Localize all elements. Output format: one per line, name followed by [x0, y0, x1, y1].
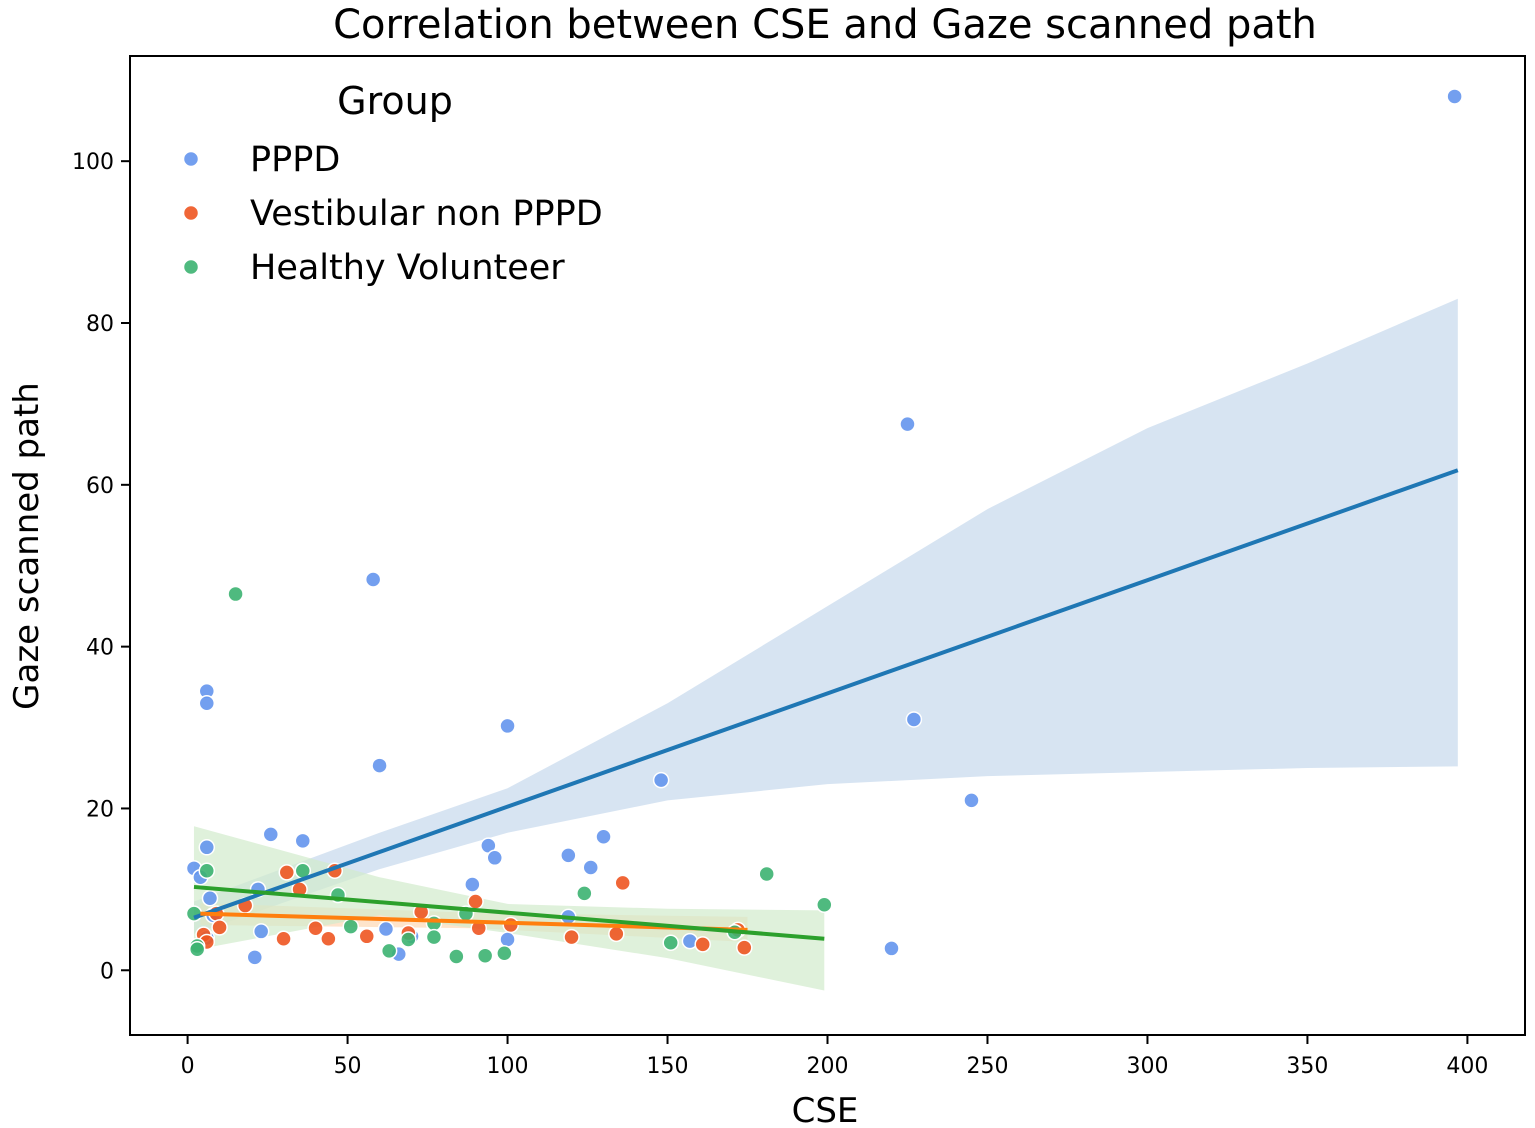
vestibular-non-pppd-legend-marker [182, 204, 200, 222]
vestibular-non-pppd-point [275, 930, 292, 947]
pppd-point [198, 839, 216, 856]
pppd-point [905, 711, 923, 728]
vestibular-non-pppd-point [614, 874, 631, 892]
x-tick-label: 200 [807, 1054, 849, 1079]
y-tick-label: 20 [86, 797, 114, 822]
x-tick-label: 50 [334, 1054, 362, 1079]
x-tick-label: 100 [487, 1054, 529, 1079]
vestibular-non-pppd-legend-label: Vestibular non PPPD [250, 194, 603, 234]
healthy-volunteer-point [342, 918, 360, 935]
pppd-point [252, 923, 270, 940]
healthy-volunteer-point [400, 931, 417, 948]
healthy-volunteer-point [188, 940, 206, 958]
healthy-volunteer-point [576, 885, 593, 902]
vestibular-non-pppd-point [358, 928, 376, 945]
pppd-point [294, 832, 312, 850]
y-tick-label: 0 [100, 959, 114, 984]
scatter-points [185, 88, 1463, 966]
pppd-point [262, 826, 280, 843]
legend: Group PPPD Vestibular non PPPD Healthy Vol… [182, 79, 603, 288]
vestibular-non-pppd-regression-line [200, 911, 748, 932]
pppd-point [582, 859, 599, 876]
vestibular-non-pppd-point [320, 930, 337, 947]
healthy-volunteer-point [816, 896, 833, 913]
healthy-volunteer-point [425, 928, 443, 946]
y-tick-label: 60 [86, 474, 114, 499]
healthy-volunteer-point [425, 915, 443, 932]
pppd-point [486, 849, 503, 867]
pppd-confidence-band [193, 298, 1458, 934]
vestibular-non-pppd-point [694, 936, 711, 953]
healthy-volunteer-confidence-band [193, 826, 825, 991]
healthy-volunteer-point [662, 934, 679, 952]
pppd-point [595, 828, 612, 846]
y-tick-label: 100 [72, 150, 114, 175]
healthy-volunteer-legend-marker [182, 258, 200, 276]
y-tick-label: 80 [86, 312, 114, 337]
healthy-volunteer-point [496, 945, 513, 962]
pppd-point [371, 757, 388, 774]
vestibular-non-pppd-point [278, 864, 296, 881]
pppd-point [364, 571, 382, 588]
pppd-legend-marker [182, 150, 200, 168]
pppd-point [499, 931, 516, 948]
healthy-volunteer-point [758, 865, 775, 883]
regression-lines [193, 468, 1459, 941]
x-tick-label: 0 [181, 1054, 195, 1079]
pppd-point [560, 847, 577, 864]
y-axis-label: Gaze scanned path [7, 382, 47, 710]
chart-title: Correlation between CSE and Gaze scanned… [333, 2, 1317, 48]
healthy-volunteer-point [185, 905, 203, 922]
x-tick-label: 250 [966, 1054, 1008, 1079]
vestibular-non-pppd-point [608, 925, 625, 943]
pppd-point [464, 876, 481, 893]
x-axis-ticks: 0 50 100 150 200 250 300 350 400 [181, 1035, 1488, 1079]
x-tick-label: 150 [647, 1054, 689, 1079]
x-tick-label: 300 [1126, 1054, 1168, 1079]
pppd-point [198, 695, 216, 712]
legend-title: Group [337, 79, 453, 123]
healthy-volunteer-point [227, 585, 244, 603]
pppd-point [246, 949, 264, 966]
x-axis-label: CSE [792, 1091, 859, 1128]
healthy-volunteer-point [198, 862, 216, 880]
y-tick-label: 40 [86, 636, 114, 661]
vestibular-non-pppd-point [563, 928, 580, 946]
pppd-point [963, 792, 980, 809]
healthy-volunteer-point [380, 942, 398, 960]
pppd-legend-label: PPPD [250, 140, 340, 180]
vestibular-non-pppd-point [307, 919, 324, 937]
y-axis-ticks: 0 20 40 60 80 100 [72, 150, 130, 984]
pppd-point [1446, 88, 1463, 105]
pppd-point [899, 415, 916, 433]
confidence-bands [193, 298, 1458, 991]
pppd-point [883, 940, 900, 957]
pppd-regression-line [193, 468, 1459, 920]
pppd-point [377, 920, 395, 938]
pppd-point [499, 717, 516, 735]
x-tick-label: 350 [1286, 1054, 1328, 1079]
healthy-volunteer-point [476, 947, 494, 964]
healthy-volunteer-legend-label: Healthy Volunteer [250, 248, 565, 288]
x-tick-label: 400 [1446, 1054, 1488, 1079]
vestibular-non-pppd-point [211, 919, 228, 936]
vestibular-non-pppd-point [736, 939, 753, 956]
healthy-volunteer-point [448, 948, 465, 965]
healthy-volunteer-regression-line [193, 884, 825, 941]
pppd-point [652, 771, 670, 789]
pppd-point [201, 890, 219, 907]
